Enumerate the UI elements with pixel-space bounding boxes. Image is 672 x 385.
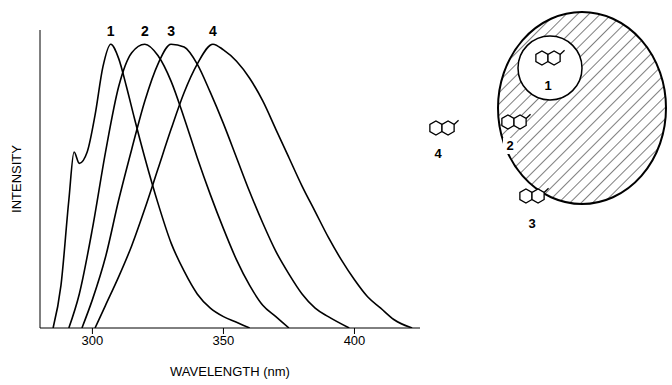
svg-text:4: 4 [434, 146, 442, 161]
svg-text:2: 2 [141, 23, 149, 39]
svg-text:3: 3 [167, 23, 175, 39]
svg-text:4: 4 [209, 23, 217, 39]
svg-text:1: 1 [107, 23, 115, 39]
svg-text:2: 2 [506, 138, 513, 153]
svg-text:400: 400 [344, 333, 366, 348]
svg-text:1: 1 [544, 78, 551, 93]
svg-text:300: 300 [82, 333, 104, 348]
svg-text:3: 3 [528, 216, 535, 231]
svg-text:INTENSITY: INTENSITY [9, 145, 24, 213]
svg-text:WAVELENGTH (nm): WAVELENGTH (nm) [170, 364, 290, 379]
svg-text:350: 350 [213, 333, 235, 348]
